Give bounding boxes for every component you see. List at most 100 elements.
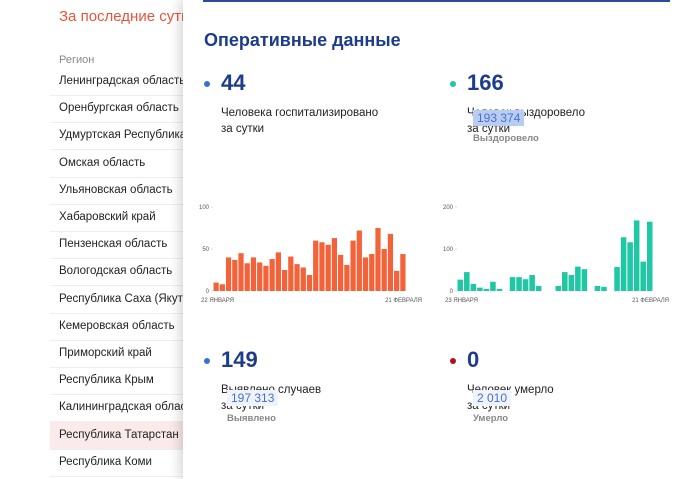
bar — [387, 233, 394, 291]
region-row[interactable]: Удмуртская Республика — [50, 122, 259, 151]
bar — [509, 277, 516, 291]
panel-top-line — [203, 0, 670, 2]
bar — [300, 267, 306, 291]
y-tick-label: 100 — [443, 247, 454, 253]
bar — [614, 267, 620, 291]
status-dot — [204, 81, 210, 87]
bar — [581, 269, 588, 291]
bar — [331, 238, 338, 291]
bar — [263, 265, 269, 291]
bar — [516, 277, 522, 291]
stat-total: 2 010 — [473, 390, 512, 406]
bar — [356, 230, 362, 291]
bar — [250, 257, 257, 291]
bar — [350, 240, 356, 291]
bar — [575, 266, 581, 291]
bar — [362, 257, 369, 291]
bar — [238, 253, 244, 291]
bar — [219, 284, 225, 291]
status-dot — [450, 358, 456, 364]
stat-total: 193 374 — [473, 110, 525, 126]
bar — [633, 220, 640, 291]
stat-value: 44 — [221, 70, 246, 95]
stat-total-label: Выздоровело — [473, 133, 539, 144]
bar — [522, 279, 529, 291]
x-tick-label: 22 ЯНВАРЯ — [201, 298, 234, 304]
region-row[interactable]: Омская область — [50, 150, 259, 178]
y-tick-label: 100 — [199, 205, 210, 211]
stat-label: за сутки — [221, 123, 265, 135]
bar — [225, 257, 232, 291]
stat-value: 149 — [221, 347, 258, 372]
bar — [477, 287, 483, 291]
stat-label: за сутки — [467, 123, 511, 135]
bar — [562, 272, 568, 291]
bar — [325, 244, 331, 291]
bar — [640, 261, 646, 291]
region-row[interactable]: Оренбургская область — [50, 95, 259, 124]
sidebar-title: За последние сутки — [59, 8, 197, 25]
bar — [375, 228, 381, 291]
bar — [294, 264, 300, 291]
bar — [568, 275, 575, 291]
region-row[interactable]: Приморский край — [50, 340, 259, 368]
bar — [338, 254, 344, 291]
bar — [306, 275, 313, 291]
stat-total-label: Умерло — [473, 413, 509, 424]
bar — [601, 286, 607, 291]
region-row[interactable]: Вологодская область — [50, 258, 259, 287]
bar — [483, 288, 490, 291]
bar — [529, 275, 535, 291]
bar — [257, 262, 263, 291]
bar — [232, 259, 238, 291]
x-tick-label: 21 ФЕВРАЛЯ — [632, 298, 669, 304]
bar — [369, 254, 375, 291]
bar — [281, 270, 288, 291]
bar — [319, 242, 325, 291]
bar — [457, 279, 464, 291]
x-tick-label: 23 ЯНВАРЯ — [445, 298, 478, 304]
stat-value: 166 — [467, 70, 504, 95]
bar — [313, 240, 319, 291]
region-row[interactable]: Республика Саха (Якутия) — [50, 286, 259, 314]
bar — [470, 283, 477, 291]
bar — [594, 285, 601, 291]
y-tick-label: 200 — [443, 205, 454, 211]
bar — [269, 259, 275, 291]
stat-label: Человека госпитализировано — [221, 107, 379, 119]
bar — [490, 281, 496, 291]
bar — [646, 221, 653, 291]
bar — [394, 270, 400, 291]
bar — [627, 242, 633, 291]
stat-total: 197 313 — [227, 390, 279, 406]
panel-title: Оперативные данные — [204, 30, 401, 50]
bar — [535, 285, 542, 291]
bar — [213, 282, 219, 291]
status-dot — [450, 81, 456, 87]
region-row[interactable]: Ульяновская область — [50, 177, 259, 205]
stat-value: 0 — [467, 347, 480, 372]
region-row[interactable]: Республика Крым — [50, 367, 259, 396]
bar — [496, 288, 503, 291]
bar — [381, 249, 387, 291]
region-row[interactable]: Кемеровская область — [50, 313, 259, 341]
region-row[interactable]: Хабаровский край — [50, 204, 259, 232]
region-row[interactable]: Пензенская область — [50, 231, 259, 260]
bar — [400, 254, 406, 291]
region-row[interactable]: Ленинградская область — [50, 68, 259, 96]
y-tick-label: 0 — [450, 289, 454, 295]
bar — [288, 256, 294, 291]
bar — [344, 264, 350, 291]
bar — [620, 237, 627, 291]
bar — [244, 263, 250, 291]
region-row[interactable]: Республика Коми — [50, 449, 259, 477]
status-dot — [204, 358, 210, 364]
column-header: Регион — [59, 54, 95, 66]
x-tick-label: 21 ФЕВРАЛЯ — [385, 298, 422, 304]
y-tick-label: 50 — [202, 247, 209, 253]
bar — [275, 252, 281, 291]
bar — [464, 272, 470, 291]
stat-total-label: Выявлено — [227, 413, 276, 424]
